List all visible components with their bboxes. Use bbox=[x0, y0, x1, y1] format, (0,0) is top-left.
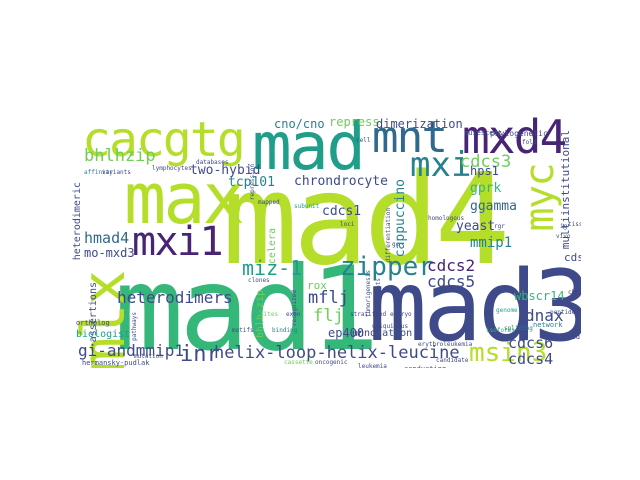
cloud-word: rox bbox=[307, 279, 327, 292]
cloud-word: cell bbox=[356, 137, 371, 144]
cloud-word: loci bbox=[340, 221, 355, 228]
cloud-word: two-hybid bbox=[190, 163, 261, 178]
cloud-word: tissue bbox=[568, 221, 581, 228]
cloud-word: phylogenetic bbox=[490, 129, 548, 138]
cloud-word: mad1 bbox=[114, 242, 379, 368]
cloud-word: leukemia bbox=[358, 363, 387, 369]
cloud-word: tcp101 bbox=[228, 175, 275, 190]
cloud-word: rgr bbox=[494, 223, 505, 230]
cloud-word: myc bbox=[517, 164, 563, 232]
cloud-word: cdcs2 bbox=[427, 256, 476, 275]
cloud-word: cDNA bbox=[568, 289, 581, 296]
cloud-word: cacgtg bbox=[82, 112, 246, 168]
cloud-word: sequenced bbox=[542, 333, 580, 341]
cloud-word: cdcs5 bbox=[427, 272, 476, 291]
cloud-word: ggamma bbox=[470, 199, 517, 214]
cloud-word: stratified bbox=[350, 311, 387, 318]
cloud-word: yeast bbox=[456, 219, 496, 234]
cloud-word: tumorigenesis bbox=[365, 270, 372, 317]
cloud-word: mad bbox=[252, 112, 366, 185]
cloud-word: ep400 bbox=[328, 326, 365, 340]
cloud-word: variants bbox=[102, 169, 131, 176]
cloud-word: ubiquitous bbox=[372, 323, 409, 330]
cloud-word: hps1 bbox=[470, 164, 499, 178]
cloud-word: celera bbox=[267, 228, 278, 265]
cloud-word: differentiation bbox=[385, 208, 392, 263]
cloud-word: hermansky-pudlak bbox=[82, 359, 150, 367]
cloud-word: pathways bbox=[131, 312, 138, 341]
cloud-word: mad4 bbox=[222, 146, 510, 293]
cloud-word: dimerization bbox=[376, 117, 463, 131]
cloud-word: mad3 bbox=[368, 250, 581, 364]
cloud-word: gprk bbox=[470, 181, 502, 196]
cloud-word: mnt bbox=[372, 112, 448, 163]
cloud-word: mmip1 bbox=[470, 235, 513, 251]
cloud-word: dnax bbox=[525, 306, 564, 325]
cloud-word: hmad4 bbox=[84, 229, 130, 247]
cloud-word: lymphocytes bbox=[152, 165, 192, 172]
cloud-word: erythroleukemia bbox=[418, 341, 473, 348]
cloud-word: annotation bbox=[352, 328, 413, 339]
cloud-word: binding bbox=[272, 327, 298, 334]
cloud-word: cdcs1 bbox=[322, 204, 362, 219]
cloud-word: exon bbox=[286, 311, 301, 318]
cloud-word: cdcs6 bbox=[508, 334, 554, 352]
cloud-word: motifs bbox=[232, 327, 254, 334]
cloud-word: splicing bbox=[504, 325, 533, 332]
cloud-word: oncogenic bbox=[315, 359, 348, 366]
cloud-word: ig bbox=[560, 223, 568, 230]
cloud-word: biologist bbox=[76, 329, 131, 340]
cloud-word: repress bbox=[329, 115, 380, 129]
cloud-word: clones bbox=[248, 277, 270, 284]
cloud-word: multiinstitutional bbox=[559, 130, 572, 250]
cloud-word: heterodimeric bbox=[72, 182, 83, 261]
cloud-word: flj bbox=[313, 306, 344, 326]
cloud-word: chrondrocyte bbox=[294, 174, 388, 189]
cloud-word: mutation bbox=[134, 353, 163, 360]
cloud-word: affinity bbox=[84, 169, 113, 176]
cloud-word: genome bbox=[496, 307, 518, 314]
cloud-word: bhlhzip bbox=[84, 146, 156, 166]
cloud-word: ortholog bbox=[76, 319, 110, 327]
cloud-word: recognized bbox=[291, 290, 298, 327]
word-cloud: mad4 mad1 mad3 max mad cacgtg mnt mxd4 mxi1 mlx mx… bbox=[72, 112, 581, 368]
cloud-word: max bbox=[124, 158, 245, 240]
cloud-word: mflj bbox=[308, 288, 349, 308]
cloud-word: cassette bbox=[284, 359, 313, 366]
cloud-word: cdcs4 bbox=[508, 350, 554, 368]
cloud-word: subunit bbox=[294, 203, 320, 210]
cloud-word: heterodimers bbox=[117, 288, 233, 307]
cloud-word: quiescent bbox=[464, 129, 502, 137]
cloud-word: network bbox=[533, 321, 563, 329]
cloud-word: vivo bbox=[556, 233, 571, 240]
cloud-word: mxi bbox=[410, 145, 472, 185]
cloud-word: embryo bbox=[390, 311, 412, 318]
cloud-word: inr bbox=[180, 342, 220, 367]
cloud-word: zipper bbox=[340, 252, 434, 282]
cloud-word: databases bbox=[196, 159, 229, 166]
cloud-word: gi-andmmip1 bbox=[78, 341, 184, 360]
cloud-word: helix-loop-helix-leucine bbox=[214, 343, 460, 363]
cloud-word: miz-1 bbox=[242, 256, 303, 280]
cloud-word: wbscr14 bbox=[514, 289, 565, 303]
cloud-word: msin3 bbox=[469, 338, 548, 368]
cloud-word: transcripts bbox=[375, 278, 382, 318]
cloud-word: peptide bbox=[550, 309, 576, 316]
cloud-word: conducting bbox=[404, 366, 446, 369]
cloud-word: mo-mxd3 bbox=[84, 246, 135, 260]
cloud-word: mapped bbox=[258, 199, 280, 206]
cloud-word: isoforms bbox=[486, 327, 515, 334]
cloud-word: mxi1 bbox=[132, 219, 224, 265]
cloud-word: candidate bbox=[436, 357, 469, 364]
cloud-word: mxd4 bbox=[462, 112, 567, 164]
cloud-word: homologous bbox=[428, 215, 465, 222]
cloud-word: cdcs3 bbox=[460, 152, 512, 172]
cloud-word: cno/cno bbox=[274, 117, 325, 131]
cloud-word: sites bbox=[260, 311, 279, 318]
cloud-word: fold bbox=[522, 139, 537, 146]
cloud-word: cdss bbox=[564, 251, 581, 264]
cloud-word: repression bbox=[249, 164, 256, 201]
cloud-word: gc bbox=[392, 241, 400, 248]
